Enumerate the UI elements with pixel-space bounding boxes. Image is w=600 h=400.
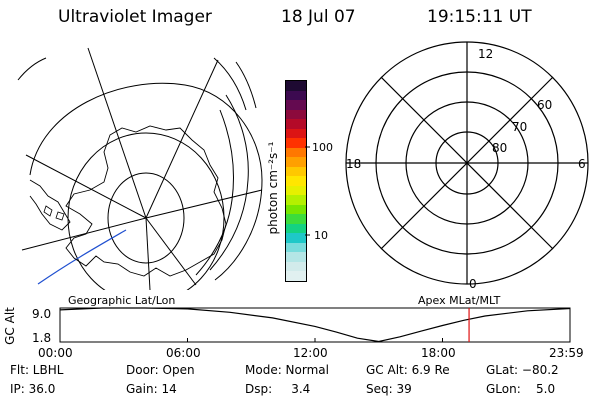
colorbar-swatch <box>286 109 306 120</box>
colorbar-swatch <box>286 214 306 225</box>
status-filter: Flt: LBHL <box>10 363 64 377</box>
colorbar-swatch <box>286 261 306 272</box>
antarctica-coastline <box>65 125 227 277</box>
status-glon: GLon: 5.0 <box>486 382 556 396</box>
colorbar-tick-label: 10 <box>314 229 328 242</box>
status-mode: Mode: Normal <box>245 363 329 377</box>
mlt-label-12: 12 <box>478 47 494 61</box>
map-horizon-line <box>29 82 263 281</box>
south-america-coastline <box>29 179 71 231</box>
colorbar-swatch <box>286 90 306 101</box>
status-seq: Seq: 39 <box>366 382 412 396</box>
meridian-line <box>21 217 147 251</box>
meridian-line <box>145 217 151 290</box>
map-arc <box>209 94 249 271</box>
mlat-label-70: 70 <box>512 120 528 134</box>
map-arc <box>235 61 257 109</box>
colorbar-swatch <box>286 223 306 234</box>
mlt-label-6: 6 <box>578 157 586 171</box>
status-gc-alt: GC Alt: 6.9 Re <box>366 363 450 377</box>
map-arc <box>213 57 247 111</box>
app-title: Ultraviolet Imager <box>58 7 212 27</box>
time-tick-label: 18:00 <box>421 346 456 360</box>
meridian-line <box>87 47 147 219</box>
date-readout: 18 Jul 07 <box>281 7 356 27</box>
colorbar-swatch <box>286 138 306 149</box>
colorbar-swatch <box>286 128 306 139</box>
map-arc <box>17 57 47 81</box>
status-gain: Gain: 14 <box>126 382 177 396</box>
status-ip: IP: 36.0 <box>10 382 56 396</box>
colorbar-swatch <box>286 119 306 130</box>
time-readout: 19:15:11 UT <box>427 7 532 27</box>
meridian-line <box>145 217 197 286</box>
terminator-line <box>37 229 127 285</box>
time-tick-label: 23:59 <box>549 346 584 360</box>
colorbar-swatch <box>286 176 306 187</box>
colorbar-swatch <box>286 157 306 168</box>
gc-alt-series-line <box>59 307 571 343</box>
polar-diagonal <box>380 76 554 250</box>
meridian-line <box>145 59 219 219</box>
colorbar-swatch <box>286 195 306 206</box>
status-door: Door: Open <box>126 363 195 377</box>
colorbar-tick-label: 100 <box>312 141 333 154</box>
mlat-label-80: 80 <box>492 141 508 155</box>
mlat-label-60: 60 <box>537 98 553 112</box>
y-tick-label: 1.8 <box>32 331 52 345</box>
colorbar-swatch <box>286 166 306 177</box>
meridian-line <box>145 189 263 219</box>
colorbar-swatch <box>286 185 306 196</box>
time-tick-label: 06:00 <box>166 346 201 360</box>
colorbar-swatch <box>286 100 306 111</box>
timeline-left-label: Geographic Lat/Lon <box>68 294 176 307</box>
mlt-label-0: 0 <box>469 277 477 291</box>
mlt-label-18: 18 <box>346 157 362 171</box>
colorbar-swatch <box>286 242 306 253</box>
status-dsp: Dsp: 3.4 <box>245 382 311 396</box>
colorbar-swatch <box>286 204 306 215</box>
meridian-line <box>25 154 147 219</box>
colorbar-swatch <box>286 81 306 92</box>
y-tick-label: 9.0 <box>32 307 52 321</box>
timeline-right-label: Apex MLat/MLT <box>418 294 501 307</box>
colorbar <box>285 80 307 282</box>
colorbar-swatch <box>286 233 306 244</box>
timeline-frame <box>59 307 571 343</box>
colorbar-ticks <box>305 146 310 236</box>
island-outline <box>43 205 53 217</box>
colorbar-swatch <box>286 147 306 158</box>
colorbar-swatch <box>286 252 306 263</box>
status-glat: GLat: −80.2 <box>486 363 559 377</box>
island-outline <box>55 211 65 221</box>
colorbar-swatch <box>286 271 306 282</box>
latitude-ring <box>107 172 185 264</box>
time-tick-label: 00:00 <box>38 346 73 360</box>
time-tick-label: 12:00 <box>293 346 328 360</box>
